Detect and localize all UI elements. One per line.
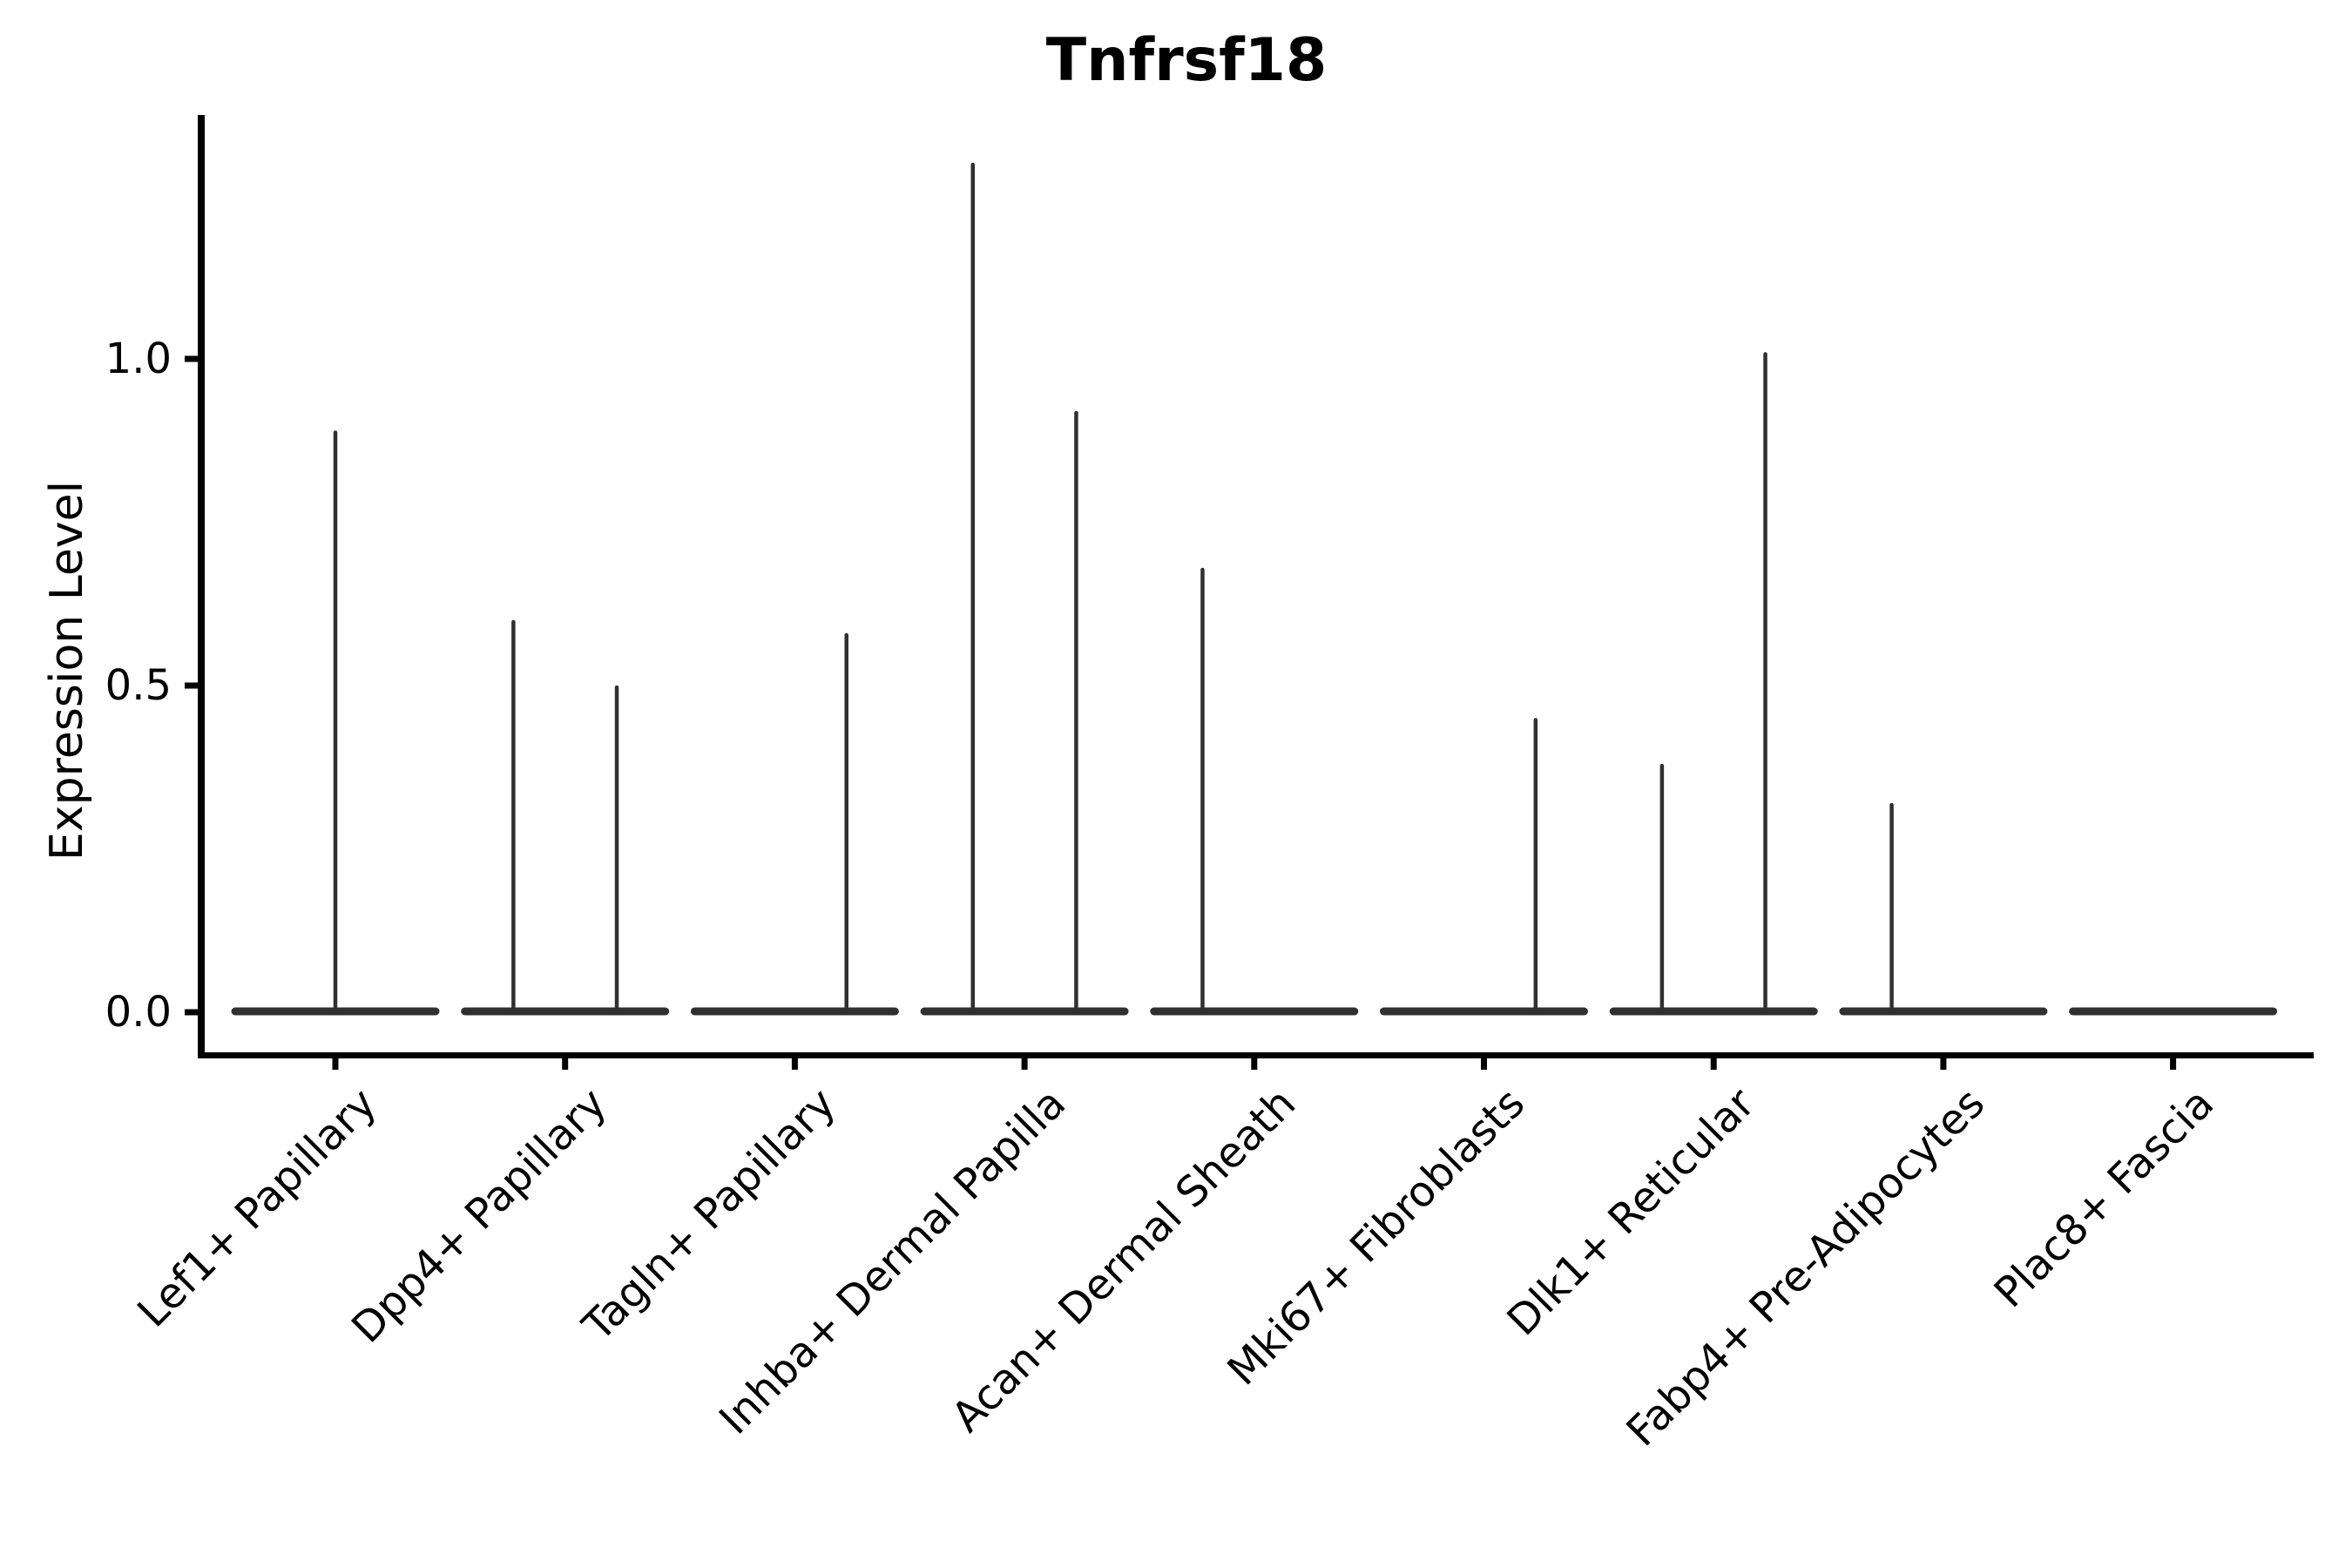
chart-title: Tnfrsf18 (1045, 26, 1328, 95)
y-tick-label-0.5: 0.5 (105, 661, 172, 710)
y-tick-label-1.0: 1.0 (105, 335, 172, 383)
y-tick-label-0.0: 0.0 (105, 988, 172, 1037)
